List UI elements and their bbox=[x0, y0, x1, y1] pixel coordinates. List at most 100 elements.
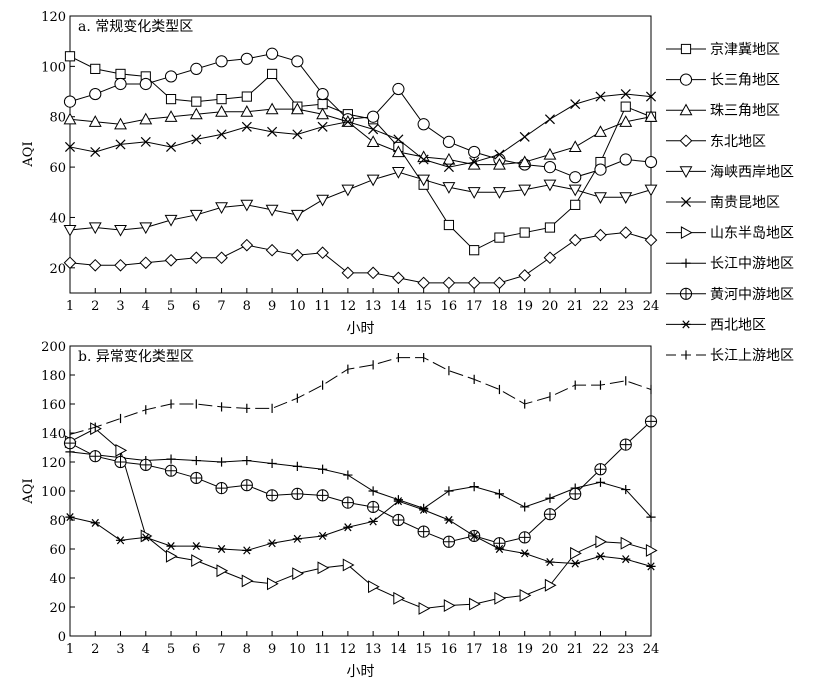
data-point bbox=[520, 502, 530, 512]
legend-entry: 西北地区 bbox=[666, 317, 766, 333]
data-point bbox=[63, 437, 77, 450]
data-point bbox=[469, 157, 480, 168]
legend-entry: 长三角地区 bbox=[666, 73, 780, 89]
x-tick-label: 2 bbox=[91, 642, 99, 657]
data-point bbox=[191, 542, 201, 551]
data-point bbox=[215, 482, 228, 495]
data-point bbox=[292, 534, 302, 543]
data-point bbox=[166, 542, 176, 551]
data-point bbox=[570, 559, 580, 568]
data-point bbox=[644, 184, 658, 197]
data-point bbox=[164, 214, 178, 227]
data-point bbox=[316, 489, 329, 502]
legend-label: 南贵昆地区 bbox=[710, 195, 780, 211]
series-长江上游地区 bbox=[69, 353, 652, 440]
data-point bbox=[316, 87, 329, 101]
y-axis-label: AQI bbox=[21, 141, 36, 167]
x-tick-label: 13 bbox=[365, 642, 382, 657]
data-point bbox=[367, 110, 380, 123]
data-point bbox=[291, 55, 304, 68]
data-point bbox=[391, 145, 405, 158]
legend-label: 京津冀地区 bbox=[710, 42, 780, 58]
series-西北地区 bbox=[65, 497, 656, 571]
data-point bbox=[417, 118, 430, 131]
x-tick-label: 5 bbox=[167, 299, 175, 314]
data-point bbox=[595, 477, 606, 487]
data-point bbox=[215, 105, 229, 117]
data-point bbox=[241, 574, 254, 588]
x-tick-label: 8 bbox=[243, 299, 251, 314]
data-point bbox=[545, 493, 555, 503]
y-axis-label: AQI bbox=[21, 478, 36, 504]
y-tick-label: 60 bbox=[49, 543, 66, 558]
series-line bbox=[69, 428, 652, 609]
x-tick-label: 24 bbox=[643, 299, 660, 314]
data-point bbox=[316, 107, 330, 120]
data-point bbox=[569, 171, 582, 184]
data-point bbox=[139, 458, 152, 471]
x-tick-label: 7 bbox=[217, 642, 225, 657]
data-point bbox=[620, 89, 631, 100]
series-line bbox=[69, 500, 652, 567]
data-point bbox=[139, 77, 152, 91]
x-axis-label: 小时 bbox=[347, 321, 375, 337]
data-point bbox=[594, 125, 607, 137]
x-tick-label: 23 bbox=[617, 642, 634, 657]
data-point bbox=[492, 157, 506, 170]
data-point bbox=[444, 486, 454, 496]
data-point bbox=[494, 591, 507, 605]
chart-title: b. 异常变化类型区 bbox=[78, 349, 194, 365]
x-tick-label: 24 bbox=[643, 642, 660, 657]
legend-entry: 山东半岛地区 bbox=[666, 226, 794, 242]
legend-label: 山东半岛地区 bbox=[710, 226, 794, 242]
data-point bbox=[569, 487, 582, 500]
x-tick-label: 9 bbox=[268, 642, 276, 657]
x-tick-label: 4 bbox=[142, 642, 150, 657]
data-point bbox=[568, 184, 582, 197]
data-point bbox=[543, 160, 557, 174]
data-point bbox=[494, 149, 505, 160]
y-tick-label: 100 bbox=[41, 485, 66, 500]
data-point bbox=[644, 415, 658, 428]
data-point bbox=[191, 554, 203, 568]
x-tick-label: 14 bbox=[390, 642, 407, 657]
data-point bbox=[166, 454, 176, 464]
data-point bbox=[216, 544, 227, 554]
y-tick-label: 120 bbox=[41, 456, 66, 471]
x-tick-label: 16 bbox=[441, 299, 458, 314]
data-point bbox=[443, 599, 456, 612]
series-line bbox=[69, 232, 652, 284]
x-tick-label: 1 bbox=[66, 299, 74, 314]
data-point bbox=[469, 482, 479, 492]
data-point bbox=[543, 147, 557, 160]
data-point bbox=[645, 544, 658, 557]
data-point bbox=[494, 489, 505, 499]
data-point bbox=[115, 536, 126, 545]
x-tick-label: 18 bbox=[491, 299, 508, 314]
x-tick-label: 10 bbox=[289, 299, 306, 314]
series-line bbox=[69, 108, 652, 166]
x-tick-label: 22 bbox=[592, 299, 609, 314]
data-point bbox=[114, 258, 127, 272]
y-tick-label: 20 bbox=[49, 262, 66, 277]
x-tick-label: 7 bbox=[217, 299, 225, 314]
data-point bbox=[240, 199, 254, 212]
data-point bbox=[494, 544, 505, 554]
data-point bbox=[115, 68, 126, 80]
data-point bbox=[267, 539, 277, 548]
x-tick-label: 11 bbox=[314, 299, 331, 314]
x-tick-label: 3 bbox=[116, 299, 124, 314]
x-tick-label: 20 bbox=[542, 299, 559, 314]
series-line bbox=[69, 55, 652, 251]
data-point bbox=[518, 184, 532, 197]
data-point bbox=[393, 134, 404, 145]
series-珠三角地区 bbox=[63, 102, 658, 170]
data-point bbox=[621, 555, 631, 564]
data-point bbox=[393, 495, 403, 505]
data-point bbox=[646, 562, 656, 571]
data-point bbox=[393, 591, 406, 605]
legend-entry: 长江中游地区 bbox=[666, 256, 794, 272]
legend-marker bbox=[679, 287, 693, 300]
data-point bbox=[418, 602, 431, 615]
